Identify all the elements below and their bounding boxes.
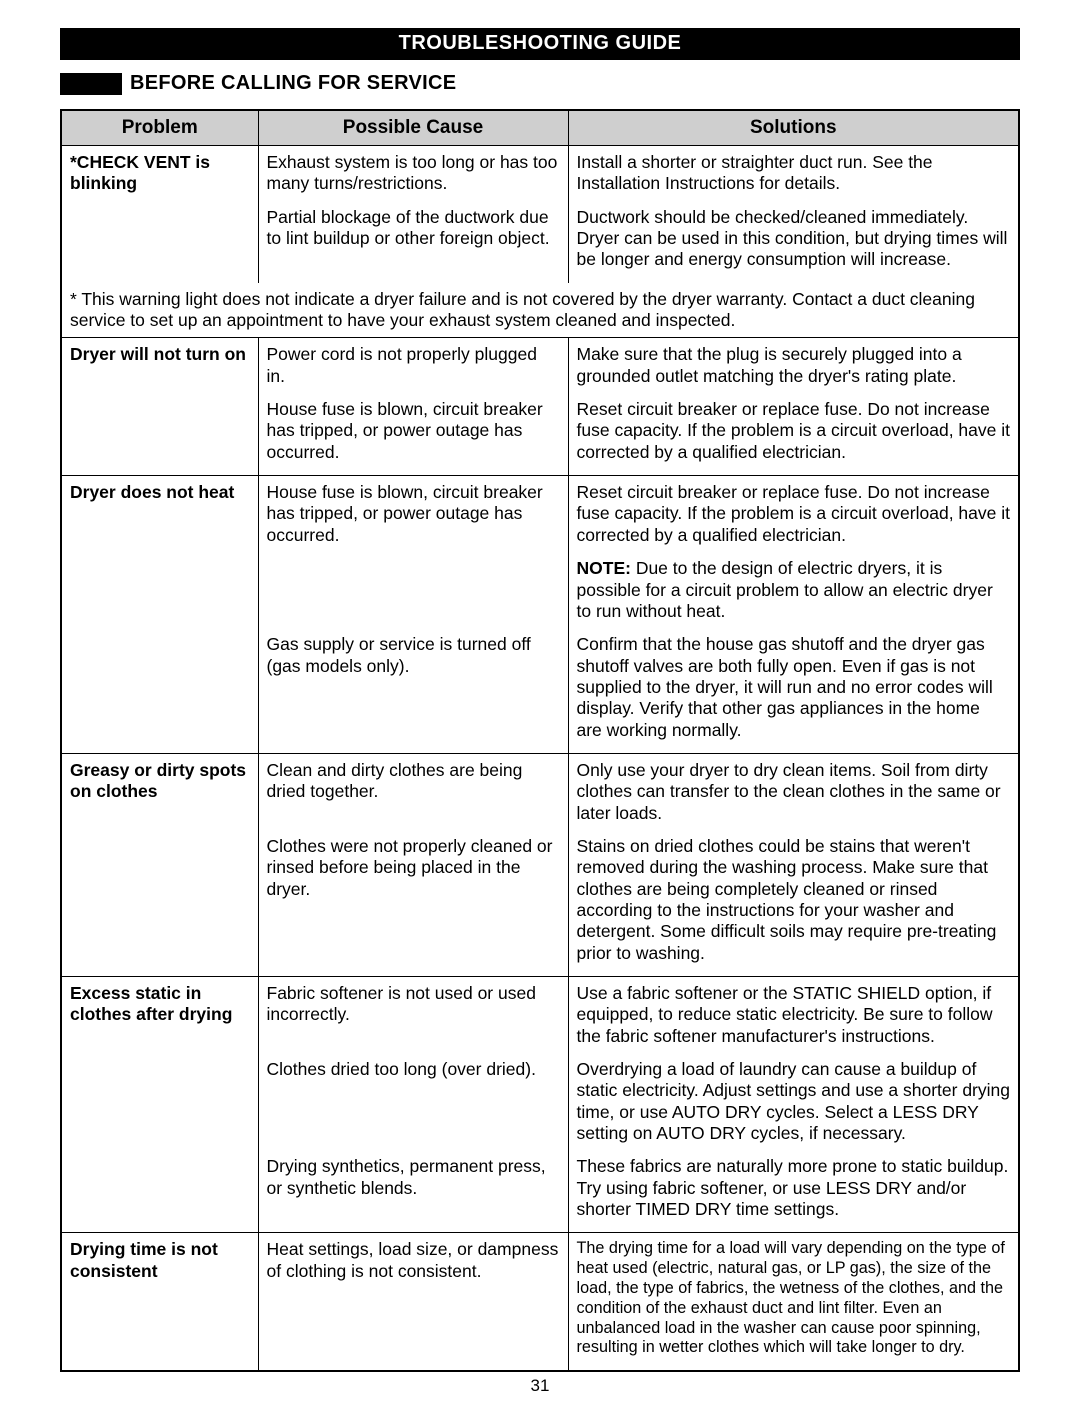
page-number: 31 [60,1376,1020,1396]
solution-cell: The drying time for a load will vary dep… [568,1233,1019,1371]
problem-cell [61,1150,258,1233]
table-row: Greasy or dirty spots on clothesClean an… [61,753,1019,830]
solution-cell: Reset circuit breaker or replace fuse. D… [568,476,1019,553]
table-row: Partial blockage of the ductwork due to … [61,201,1019,283]
title-bar: TROUBLESHOOTING GUIDE [60,28,1020,60]
problem-cell: Excess static in clothes after drying [61,977,258,1054]
problem-cell [61,201,258,283]
problem-cell [61,628,258,753]
table-row: Dryer will not turn onPower cord is not … [61,338,1019,393]
cause-cell: Gas supply or service is turned off (gas… [258,628,568,753]
table-row: Drying time is not consistentHeat settin… [61,1233,1019,1371]
problem-cell: Dryer does not heat [61,476,258,553]
solution-cell: These fabrics are naturally more prone t… [568,1150,1019,1233]
solution-cell: Overdrying a load of laundry can cause a… [568,1053,1019,1150]
problem-cell: *CHECK VENT is blinking [61,146,258,201]
table-row: NOTE: Due to the design of electric drye… [61,552,1019,628]
solution-cell: Ductwork should be checked/cleaned immed… [568,201,1019,283]
cause-cell: House fuse is blown, circuit breaker has… [258,393,568,476]
solution-cell: Install a shorter or straighter duct run… [568,146,1019,201]
table-row: Clothes dried too long (over dried).Over… [61,1053,1019,1150]
table-row: *CHECK VENT is blinkingExhaust system is… [61,146,1019,201]
solution-cell: Make sure that the plug is securely plug… [568,338,1019,393]
header-solution: Solutions [568,110,1019,146]
subtitle-text: BEFORE CALLING FOR SERVICE [130,72,456,95]
solution-cell: NOTE: Due to the design of electric drye… [568,552,1019,628]
table-row: Gas supply or service is turned off (gas… [61,628,1019,753]
solution-prefix: NOTE: [577,558,631,578]
table-row: Dryer does not heatHouse fuse is blown, … [61,476,1019,553]
footnote-row: * This warning light does not indicate a… [61,283,1019,338]
cause-cell: Partial blockage of the ductwork due to … [258,201,568,283]
cause-cell: Clothes were not properly cleaned or rin… [258,830,568,977]
problem-cell: Drying time is not consistent [61,1233,258,1371]
problem-cell [61,393,258,476]
cause-cell: Exhaust system is too long or has too ma… [258,146,568,201]
cause-cell: Clean and dirty clothes are being dried … [258,753,568,830]
troubleshooting-table: Problem Possible Cause Solutions *CHECK … [60,109,1020,1372]
table-header-row: Problem Possible Cause Solutions [61,110,1019,146]
page: TROUBLESHOOTING GUIDE BEFORE CALLING FOR… [0,0,1080,1416]
cause-cell: Heat settings, load size, or dampness of… [258,1233,568,1371]
problem-cell [61,552,258,628]
table-row: Clothes were not properly cleaned or rin… [61,830,1019,977]
subtitle-row: BEFORE CALLING FOR SERVICE [60,72,1020,95]
solution-cell: Stains on dried clothes could be stains … [568,830,1019,977]
cause-cell: Fabric softener is not used or used inco… [258,977,568,1054]
header-cause: Possible Cause [258,110,568,146]
table-row: House fuse is blown, circuit breaker has… [61,393,1019,476]
solution-cell: Reset circuit breaker or replace fuse. D… [568,393,1019,476]
cause-cell: Power cord is not properly plugged in. [258,338,568,393]
header-problem: Problem [61,110,258,146]
footnote-text: * This warning light does not indicate a… [61,283,1019,338]
solution-cell: Only use your dryer to dry clean items. … [568,753,1019,830]
solution-cell: Use a fabric softener or the STATIC SHIE… [568,977,1019,1054]
problem-cell: Greasy or dirty spots on clothes [61,753,258,830]
cause-cell: Drying synthetics, permanent press, or s… [258,1150,568,1233]
cause-cell: House fuse is blown, circuit breaker has… [258,476,568,553]
solution-cell: Confirm that the house gas shutoff and t… [568,628,1019,753]
table-row: Excess static in clothes after dryingFab… [61,977,1019,1054]
problem-cell [61,1053,258,1150]
problem-cell: Dryer will not turn on [61,338,258,393]
subtitle-marker [60,73,122,95]
cause-cell: Clothes dried too long (over dried). [258,1053,568,1150]
problem-cell [61,830,258,977]
cause-cell [258,552,568,628]
table-row: Drying synthetics, permanent press, or s… [61,1150,1019,1233]
